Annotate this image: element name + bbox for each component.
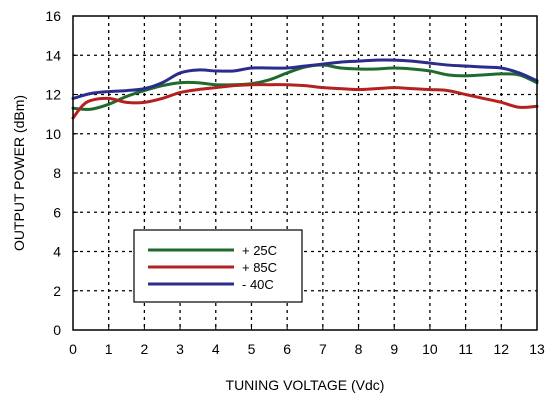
legend-label: + 25C (242, 243, 277, 258)
x-tick-label: 5 (248, 341, 256, 357)
x-tick-label: 10 (422, 341, 438, 357)
x-tick-label: 11 (458, 341, 473, 357)
legend-label: - 40C (242, 277, 274, 292)
series-line-minus-40c (71, 58, 539, 100)
x-tick-label: 12 (494, 341, 510, 357)
series-line-plus-85c (71, 83, 539, 120)
y-tick-label: 0 (53, 322, 61, 338)
x-tick-label: 8 (355, 341, 363, 357)
y-tick-label: 10 (45, 126, 61, 142)
y-tick-label: 6 (53, 204, 61, 220)
x-tick-label: 1 (105, 341, 113, 357)
x-tick-label: 6 (283, 341, 291, 357)
x-tick-label: 13 (529, 341, 545, 357)
x-tick-label: 0 (69, 341, 77, 357)
x-tick-label: 4 (212, 341, 220, 357)
x-tick-label: 7 (319, 341, 327, 357)
y-tick-label: 8 (53, 165, 61, 181)
legend-entry-minus-40c: - 40C (148, 277, 274, 292)
x-axis-title: TUNING VOLTAGE (Vdc) (226, 377, 385, 393)
x-tick-label: 3 (176, 341, 184, 357)
series-group (71, 58, 539, 120)
y-tick-label: 12 (45, 87, 61, 103)
legend-label: + 85C (242, 260, 277, 275)
x-tick-label: 9 (390, 341, 398, 357)
x-tick-label: 2 (140, 341, 148, 357)
legend: + 25C + 85C - 40C (133, 229, 303, 303)
y-tick-label: 4 (53, 244, 61, 260)
y-axis-title: OUTPUT POWER (dBm) (11, 95, 27, 251)
y-tick-label: 2 (53, 283, 61, 299)
legend-entry-plus-85c: + 85C (148, 260, 277, 275)
y-tick-label: 14 (45, 47, 61, 63)
y-tick-label: 16 (45, 8, 61, 24)
legend-entry-plus-25c: + 25C (148, 243, 277, 258)
